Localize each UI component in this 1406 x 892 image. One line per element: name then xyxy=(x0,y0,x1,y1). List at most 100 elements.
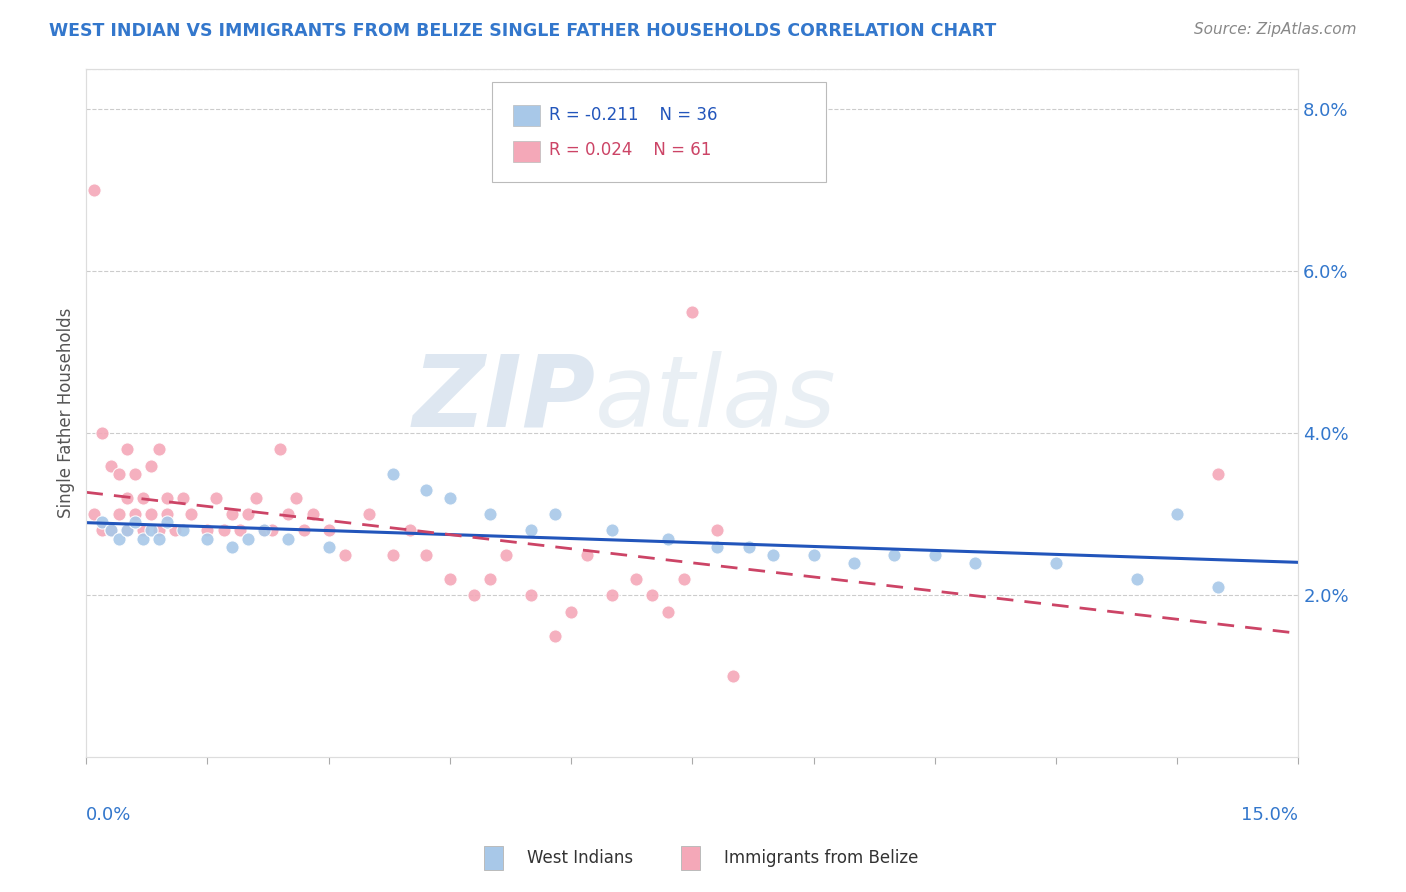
Point xyxy=(301,508,323,522)
Point xyxy=(479,508,502,522)
Point xyxy=(100,524,122,538)
Point xyxy=(132,532,155,546)
Point xyxy=(294,524,316,538)
Point xyxy=(83,508,105,522)
Bar xyxy=(513,141,540,161)
Point xyxy=(657,605,679,619)
Point xyxy=(221,508,243,522)
Point xyxy=(262,524,284,538)
Point xyxy=(883,548,905,562)
Point xyxy=(212,524,235,538)
Point xyxy=(762,548,785,562)
Point xyxy=(124,516,146,530)
Point xyxy=(681,304,703,318)
Point xyxy=(156,516,179,530)
Point xyxy=(139,458,162,473)
Point xyxy=(706,540,728,554)
Point xyxy=(253,524,276,538)
Point xyxy=(1206,580,1229,594)
Point xyxy=(91,516,114,530)
Point xyxy=(600,524,623,538)
Point xyxy=(382,467,405,481)
Point xyxy=(544,629,567,643)
Text: West Indians: West Indians xyxy=(527,849,633,867)
Point xyxy=(115,442,138,457)
Point xyxy=(706,524,728,538)
Point xyxy=(641,588,664,602)
Point xyxy=(245,491,267,505)
Point xyxy=(156,491,179,505)
Point xyxy=(277,508,299,522)
Point xyxy=(148,442,170,457)
Point xyxy=(544,508,567,522)
Point xyxy=(107,532,129,546)
Point xyxy=(415,548,437,562)
Point xyxy=(382,548,405,562)
Point xyxy=(657,532,679,546)
Point xyxy=(197,524,219,538)
Point xyxy=(172,524,194,538)
Point xyxy=(236,532,259,546)
Point xyxy=(285,491,308,505)
Point xyxy=(139,524,162,538)
Point xyxy=(172,491,194,505)
Point xyxy=(463,588,485,602)
Point xyxy=(204,491,226,505)
Point xyxy=(277,532,299,546)
Text: Source: ZipAtlas.com: Source: ZipAtlas.com xyxy=(1194,22,1357,37)
Point xyxy=(439,491,461,505)
Point xyxy=(115,524,138,538)
Bar xyxy=(513,105,540,126)
Text: WEST INDIAN VS IMMIGRANTS FROM BELIZE SINGLE FATHER HOUSEHOLDS CORRELATION CHART: WEST INDIAN VS IMMIGRANTS FROM BELIZE SI… xyxy=(49,22,997,40)
Point xyxy=(398,524,420,538)
Text: 0.0%: 0.0% xyxy=(86,805,132,823)
Point xyxy=(229,524,252,538)
Point xyxy=(673,572,696,586)
Point xyxy=(1125,572,1147,586)
Point xyxy=(479,572,502,586)
Point xyxy=(1166,508,1188,522)
Point xyxy=(107,467,129,481)
Point xyxy=(359,508,381,522)
Point xyxy=(333,548,356,562)
FancyBboxPatch shape xyxy=(492,82,825,182)
Point xyxy=(197,532,219,546)
Point xyxy=(165,524,187,538)
Text: Immigrants from Belize: Immigrants from Belize xyxy=(724,849,918,867)
Point xyxy=(842,556,865,570)
Text: R = 0.024    N = 61: R = 0.024 N = 61 xyxy=(550,142,711,160)
Point xyxy=(180,508,202,522)
Point xyxy=(132,524,155,538)
Point xyxy=(100,524,122,538)
Point xyxy=(519,524,541,538)
Point xyxy=(124,508,146,522)
Point xyxy=(924,548,946,562)
Point xyxy=(115,491,138,505)
Text: R = -0.211    N = 36: R = -0.211 N = 36 xyxy=(550,105,718,124)
Point xyxy=(1206,467,1229,481)
Point xyxy=(318,540,340,554)
Point xyxy=(253,524,276,538)
Point xyxy=(519,588,541,602)
Point xyxy=(439,572,461,586)
Point xyxy=(107,508,129,522)
Point xyxy=(124,467,146,481)
Point xyxy=(139,508,162,522)
Point xyxy=(576,548,599,562)
Point xyxy=(803,548,825,562)
Text: atlas: atlas xyxy=(595,351,837,448)
Point xyxy=(132,491,155,505)
Point xyxy=(91,426,114,441)
Point xyxy=(318,524,340,538)
Point xyxy=(236,508,259,522)
Point xyxy=(600,588,623,602)
Point xyxy=(560,605,582,619)
Point xyxy=(100,458,122,473)
Point xyxy=(624,572,647,586)
Point xyxy=(148,524,170,538)
Point xyxy=(1045,556,1067,570)
Point xyxy=(83,183,105,197)
Point xyxy=(221,540,243,554)
Point xyxy=(115,524,138,538)
Point xyxy=(415,483,437,497)
